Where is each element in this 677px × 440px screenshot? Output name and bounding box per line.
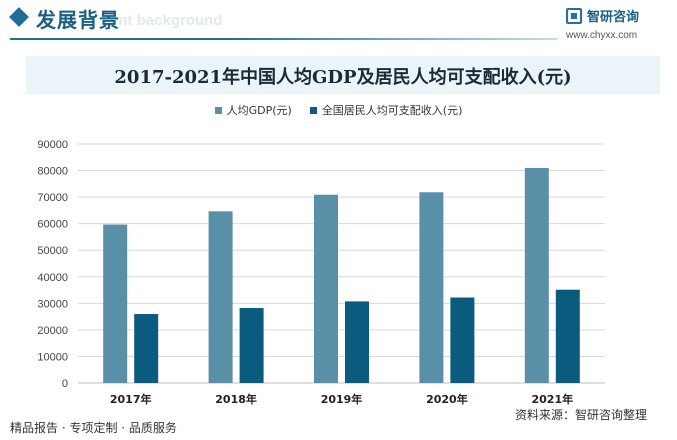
section-subtitle: ent background bbox=[110, 12, 223, 29]
brand-name: 智研咨询 bbox=[587, 10, 640, 25]
bar-gdp bbox=[314, 194, 338, 383]
brand-url: www.chyxx.com bbox=[566, 30, 638, 41]
y-tick-label: 70000 bbox=[37, 192, 68, 204]
brand-logo-icon bbox=[566, 8, 582, 24]
y-tick-label: 50000 bbox=[37, 245, 68, 257]
section-header: ent background 发展背景 智研咨询 www.chyxx.com bbox=[0, 0, 677, 52]
section-title: 发展背景 bbox=[36, 8, 120, 32]
bar-gdp bbox=[208, 211, 233, 383]
y-tick-label: 30000 bbox=[37, 298, 68, 310]
y-tick-label: 10000 bbox=[37, 351, 68, 363]
bar-gdp bbox=[419, 192, 444, 383]
source-note: 资料来源：智研咨询整理 bbox=[515, 408, 648, 422]
x-tick-label: 2021年 bbox=[531, 392, 573, 406]
y-tick-label: 0 bbox=[62, 378, 68, 390]
legend-item-gdp: 人均GDP(元) bbox=[214, 101, 292, 119]
bar-income bbox=[239, 308, 264, 383]
chart-title: 2017-2021年中国人均GDP及居民人均可支配收入(元) bbox=[114, 67, 572, 88]
legend-item-income: 全国居民人均可支配收入(元) bbox=[309, 101, 463, 119]
y-tick-label: 90000 bbox=[37, 139, 68, 151]
bar-income bbox=[134, 314, 159, 383]
footer-slogan: 精品报告 · 专项定制 · 品质服务 bbox=[10, 421, 177, 435]
bar-income bbox=[450, 297, 475, 383]
y-tick-label: 80000 bbox=[37, 166, 68, 178]
y-tick-label: 40000 bbox=[37, 272, 68, 284]
legend-label-gdp: 人均GDP(元) bbox=[226, 104, 292, 117]
y-tick-label: 60000 bbox=[37, 219, 68, 231]
x-tick-label: 2017年 bbox=[110, 392, 152, 406]
x-tick-label: 2020年 bbox=[426, 392, 468, 406]
legend-swatch-income bbox=[309, 106, 317, 114]
x-tick-label: 2018年 bbox=[215, 392, 257, 406]
legend-label-income: 全国居民人均可支配收入(元) bbox=[321, 104, 463, 117]
header-rule bbox=[10, 38, 558, 40]
chart-title-band: 2017-2021年中国人均GDP及居民人均可支配收入(元) bbox=[26, 56, 660, 94]
x-tick-label: 2019年 bbox=[321, 392, 363, 406]
y-tick-label: 20000 bbox=[37, 325, 68, 337]
bar-income bbox=[555, 289, 580, 383]
chart-legend: 人均GDP(元) 全国居民人均可支配收入(元) bbox=[0, 101, 677, 119]
bar-gdp bbox=[524, 167, 549, 383]
legend-swatch-gdp bbox=[214, 106, 222, 114]
bar-income bbox=[345, 301, 369, 383]
bar-gdp bbox=[103, 224, 128, 383]
